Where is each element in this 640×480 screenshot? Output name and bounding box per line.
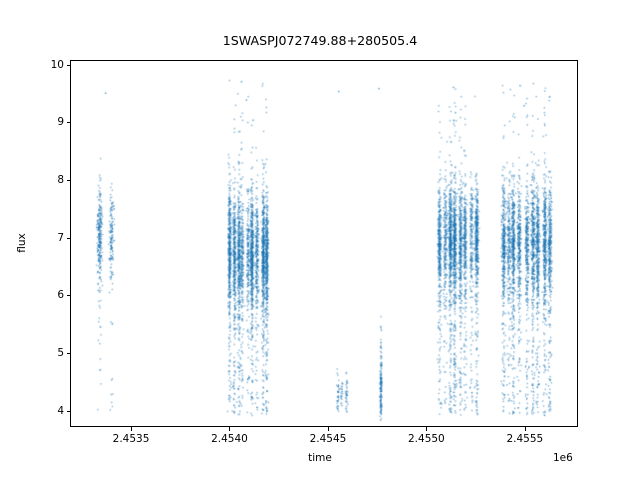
- x-axis-offset-text: 1e6: [553, 452, 573, 464]
- y-tick-label: 4: [57, 404, 64, 417]
- y-tick-label: 7: [57, 231, 64, 244]
- y-tick-label: 8: [57, 174, 64, 187]
- x-tick-label: 2.4535: [112, 433, 150, 445]
- x-tick-mark: [131, 427, 133, 431]
- y-tick-mark: [66, 180, 70, 182]
- y-axis-label: flux: [16, 233, 28, 253]
- x-tick-label: 2.4555: [506, 433, 544, 445]
- y-tick-mark: [66, 295, 70, 297]
- y-tick-label: 5: [57, 347, 64, 360]
- x-tick-label: 2.4540: [211, 433, 248, 445]
- y-tick-label: 10: [50, 58, 64, 71]
- x-tick-mark: [327, 427, 329, 431]
- y-tick-mark: [66, 410, 70, 412]
- x-tick-label: 2.4550: [408, 433, 445, 445]
- x-tick-mark: [229, 427, 231, 431]
- chart-title: 1SWASPJ072749.88+280505.4: [222, 33, 418, 48]
- scatter-plot-canvas: [71, 61, 577, 426]
- y-tick-label: 6: [57, 289, 64, 302]
- x-tick-mark: [524, 427, 526, 431]
- x-axis-label: time: [308, 452, 332, 464]
- x-tick-mark: [426, 427, 428, 431]
- plot-axes: [70, 60, 578, 427]
- y-tick-label: 9: [57, 116, 64, 129]
- y-tick-mark: [66, 122, 70, 124]
- y-tick-mark: [66, 353, 70, 355]
- y-tick-mark: [66, 237, 70, 239]
- y-tick-mark: [66, 64, 70, 66]
- x-tick-label: 2.4545: [309, 433, 347, 445]
